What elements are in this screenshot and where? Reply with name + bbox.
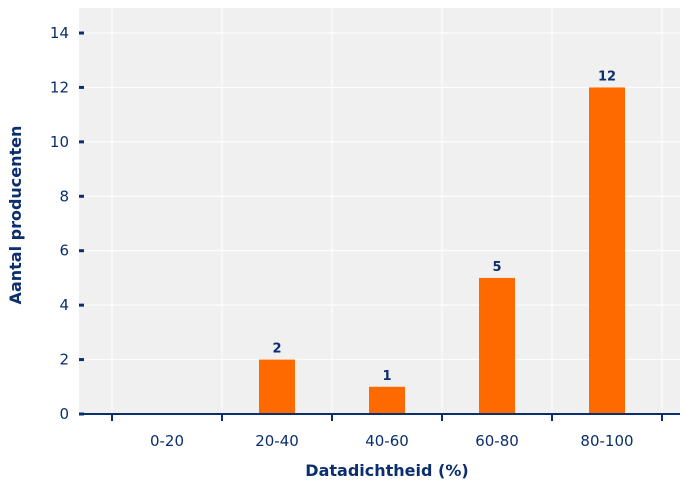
data-label: 12 [598,69,616,84]
data-labels: 2 1 5 12 [272,69,616,383]
x-tick-label: 80-100 [580,432,633,450]
y-axis: 0 2 4 6 8 10 12 14 [50,24,84,423]
bar-20-40 [259,359,295,414]
data-label: 1 [382,369,391,384]
bar-60-80 [479,277,515,414]
bar-80-100 [589,87,625,414]
y-axis-title: Aantal producenten [6,126,25,305]
plot-background [79,8,680,414]
x-tick-label: 40-60 [365,432,409,450]
gridlines [79,8,680,415]
y-tick-label: 2 [59,351,69,369]
x-axis-title: Datadichtheid (%) [305,461,468,480]
y-tick-label: 0 [59,405,69,423]
data-label: 5 [492,260,501,275]
x-tick-label: 60-80 [475,432,519,450]
x-tick-label: 20-40 [255,432,299,450]
data-label: 2 [272,342,281,357]
bar-40-60 [369,386,405,414]
y-tick-label: 8 [59,187,69,205]
x-axis: 0-20 20-40 40-60 60-80 80-100 [79,413,680,450]
bars [259,87,625,414]
y-tick-label: 10 [50,133,69,151]
y-tick-label: 6 [59,242,69,260]
y-tick-label: 12 [50,78,69,96]
x-tick-label: 0-20 [150,432,184,450]
y-tick-label: 4 [59,296,69,314]
y-tick-label: 14 [50,24,69,42]
